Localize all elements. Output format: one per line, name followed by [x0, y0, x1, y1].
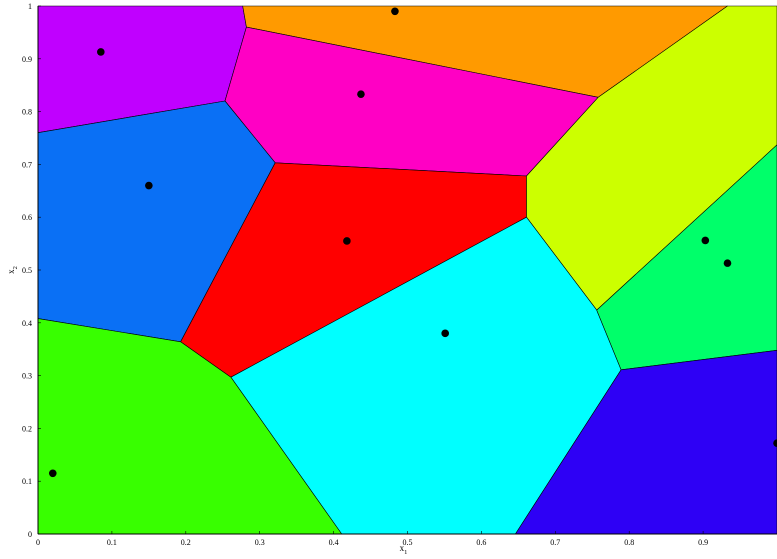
voronoi-cell-9: [515, 349, 777, 535]
x-tick-label-1: 0.1: [107, 538, 117, 547]
x-tick-label-2: 0.2: [181, 538, 191, 547]
x-axis-label-subscript: 1: [404, 549, 407, 556]
seed-point-1: [97, 48, 105, 56]
seed-point-10: [773, 439, 777, 447]
seed-point-2: [391, 7, 399, 16]
voronoi-cell-8: [596, 144, 777, 371]
y-axis-label-subscript: 2: [12, 266, 19, 269]
voronoi-cells: [37, 5, 777, 535]
x-axis-label: x1: [400, 543, 408, 556]
y-tick-label-6: 0.6: [22, 213, 32, 222]
x-tick-label-7: 0.7: [550, 538, 560, 547]
x-tick-label-8: 0.8: [624, 538, 634, 547]
y-tick-label-0: 0: [28, 530, 32, 539]
y-tick-label-3: 0.3: [22, 372, 32, 381]
y-tick-label-2: 0.2: [22, 424, 32, 433]
y-axis-label-text: x: [6, 269, 16, 274]
x-tick-labels: 0 0.1 0.2 0.3 0.4 0.5 0.6 0.7 0.8 0.9: [36, 531, 708, 547]
x-axis-label-text: x: [400, 543, 405, 553]
y-tick-label-10: 1: [28, 2, 32, 11]
x-tick-label-3: 0.3: [255, 538, 265, 547]
y-tick-label-7: 0.7: [22, 160, 32, 169]
y-tick-labels: 0 0.1 0.2 0.3 0.4 0.5 0.6 0.7 0.8 0.9 1: [22, 2, 41, 539]
x-tick-label-9: 0.9: [698, 538, 708, 547]
y-axis-label: x2: [6, 266, 19, 274]
seed-point-7: [701, 236, 710, 245]
seed-point-4: [145, 181, 153, 190]
seed-point-8: [723, 259, 732, 267]
y-tick-label-5: 0.5: [22, 266, 32, 275]
x-tick-label-4: 0.4: [329, 538, 339, 547]
y-tick-label-1: 0.1: [22, 477, 32, 486]
x-tick-label-0: 0: [36, 538, 40, 547]
seed-point-6: [441, 329, 449, 338]
x-tick-label-6: 0.6: [476, 538, 486, 547]
seed-point-9: [48, 469, 57, 478]
seed-point-3: [357, 90, 365, 98]
y-tick-label-8: 0.8: [22, 108, 32, 117]
y-tick-label-4: 0.4: [22, 319, 32, 328]
seed-points: [48, 7, 777, 478]
x-tick-label-5: 0.5: [403, 538, 413, 547]
seed-point-5: [343, 237, 351, 245]
y-tick-label-9: 0.9: [22, 55, 32, 64]
